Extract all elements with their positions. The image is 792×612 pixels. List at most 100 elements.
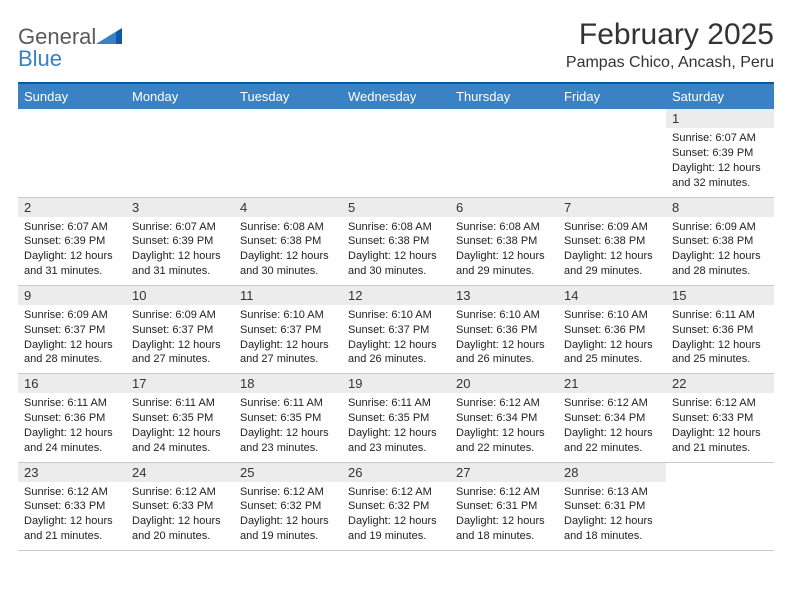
daylight-text: Daylight: 12 hours and 26 minutes. xyxy=(348,338,444,368)
day-content: Sunrise: 6:12 AMSunset: 6:34 PMDaylight:… xyxy=(558,393,666,461)
daylight-text: Daylight: 12 hours and 23 minutes. xyxy=(240,426,336,456)
calendar-cell: 24Sunrise: 6:12 AMSunset: 6:33 PMDayligh… xyxy=(126,462,234,550)
sunrise-text: Sunrise: 6:07 AM xyxy=(132,220,228,235)
weekday-header-row: Sunday Monday Tuesday Wednesday Thursday… xyxy=(18,84,774,109)
calendar-cell: 27Sunrise: 6:12 AMSunset: 6:31 PMDayligh… xyxy=(450,462,558,550)
daylight-text: Daylight: 12 hours and 25 minutes. xyxy=(672,338,768,368)
sunset-text: Sunset: 6:31 PM xyxy=(564,499,660,514)
day-number: 19 xyxy=(342,374,450,393)
calendar-cell xyxy=(234,109,342,197)
calendar-cell: 23Sunrise: 6:12 AMSunset: 6:33 PMDayligh… xyxy=(18,462,126,550)
calendar-week: 9Sunrise: 6:09 AMSunset: 6:37 PMDaylight… xyxy=(18,285,774,373)
sunset-text: Sunset: 6:32 PM xyxy=(240,499,336,514)
day-number: 25 xyxy=(234,463,342,482)
calendar-body: 1Sunrise: 6:07 AMSunset: 6:39 PMDaylight… xyxy=(18,109,774,551)
calendar-cell: 11Sunrise: 6:10 AMSunset: 6:37 PMDayligh… xyxy=(234,285,342,373)
sunset-text: Sunset: 6:38 PM xyxy=(456,234,552,249)
calendar-cell xyxy=(666,462,774,550)
calendar-week: 23Sunrise: 6:12 AMSunset: 6:33 PMDayligh… xyxy=(18,462,774,550)
calendar-week: 16Sunrise: 6:11 AMSunset: 6:36 PMDayligh… xyxy=(18,374,774,462)
daylight-text: Daylight: 12 hours and 32 minutes. xyxy=(672,161,768,191)
sunrise-text: Sunrise: 6:12 AM xyxy=(672,396,768,411)
day-number: 27 xyxy=(450,463,558,482)
calendar-cell: 18Sunrise: 6:11 AMSunset: 6:35 PMDayligh… xyxy=(234,374,342,462)
sunrise-text: Sunrise: 6:11 AM xyxy=(240,396,336,411)
daylight-text: Daylight: 12 hours and 19 minutes. xyxy=(240,514,336,544)
day-number: 1 xyxy=(666,109,774,128)
day-number: 14 xyxy=(558,286,666,305)
sunset-text: Sunset: 6:35 PM xyxy=(240,411,336,426)
day-content: Sunrise: 6:08 AMSunset: 6:38 PMDaylight:… xyxy=(450,217,558,285)
day-content: Sunrise: 6:12 AMSunset: 6:33 PMDaylight:… xyxy=(18,482,126,550)
sunset-text: Sunset: 6:31 PM xyxy=(456,499,552,514)
day-content: Sunrise: 6:09 AMSunset: 6:37 PMDaylight:… xyxy=(126,305,234,373)
sunrise-text: Sunrise: 6:11 AM xyxy=(348,396,444,411)
day-content: Sunrise: 6:08 AMSunset: 6:38 PMDaylight:… xyxy=(234,217,342,285)
calendar-cell: 20Sunrise: 6:12 AMSunset: 6:34 PMDayligh… xyxy=(450,374,558,462)
logo: General Blue xyxy=(18,26,122,70)
sunset-text: Sunset: 6:35 PM xyxy=(348,411,444,426)
day-content: Sunrise: 6:11 AMSunset: 6:35 PMDaylight:… xyxy=(234,393,342,461)
sunset-text: Sunset: 6:36 PM xyxy=(564,323,660,338)
sunrise-text: Sunrise: 6:12 AM xyxy=(456,396,552,411)
sunrise-text: Sunrise: 6:09 AM xyxy=(672,220,768,235)
logo-word2: Blue xyxy=(18,46,62,71)
day-number: 3 xyxy=(126,198,234,217)
day-number: 8 xyxy=(666,198,774,217)
calendar-week: 1 Sunrise: 6:07 AMSunset: 6:39 PMDaylight… xyxy=(18,109,774,197)
daylight-text: Daylight: 12 hours and 28 minutes. xyxy=(672,249,768,279)
sunset-text: Sunset: 6:33 PM xyxy=(132,499,228,514)
daylight-text: Daylight: 12 hours and 25 minutes. xyxy=(564,338,660,368)
calendar-cell: 8Sunrise: 6:09 AMSunset: 6:38 PMDaylight… xyxy=(666,197,774,285)
sunset-text: Sunset: 6:39 PM xyxy=(672,146,768,161)
day-number: 26 xyxy=(342,463,450,482)
daylight-text: Daylight: 12 hours and 18 minutes. xyxy=(456,514,552,544)
calendar-cell: 6Sunrise: 6:08 AMSunset: 6:38 PMDaylight… xyxy=(450,197,558,285)
calendar-cell: 21Sunrise: 6:12 AMSunset: 6:34 PMDayligh… xyxy=(558,374,666,462)
day-number: 28 xyxy=(558,463,666,482)
daylight-text: Daylight: 12 hours and 31 minutes. xyxy=(132,249,228,279)
calendar-cell: 2Sunrise: 6:07 AMSunset: 6:39 PMDaylight… xyxy=(18,197,126,285)
daylight-text: Daylight: 12 hours and 21 minutes. xyxy=(672,426,768,456)
day-content: Sunrise: 6:07 AMSunset: 6:39 PMDaylight:… xyxy=(126,217,234,285)
sunrise-text: Sunrise: 6:13 AM xyxy=(564,485,660,500)
day-content: Sunrise: 6:10 AMSunset: 6:37 PMDaylight:… xyxy=(342,305,450,373)
calendar-cell: 7Sunrise: 6:09 AMSunset: 6:38 PMDaylight… xyxy=(558,197,666,285)
sunrise-text: Sunrise: 6:11 AM xyxy=(132,396,228,411)
daylight-text: Daylight: 12 hours and 30 minutes. xyxy=(240,249,336,279)
sunset-text: Sunset: 6:37 PM xyxy=(348,323,444,338)
daylight-text: Daylight: 12 hours and 24 minutes. xyxy=(24,426,120,456)
day-number: 13 xyxy=(450,286,558,305)
day-content: Sunrise: 6:08 AMSunset: 6:38 PMDaylight:… xyxy=(342,217,450,285)
sunrise-text: Sunrise: 6:10 AM xyxy=(348,308,444,323)
sunset-text: Sunset: 6:39 PM xyxy=(24,234,120,249)
day-content: Sunrise: 6:12 AMSunset: 6:34 PMDaylight:… xyxy=(450,393,558,461)
sunrise-text: Sunrise: 6:10 AM xyxy=(564,308,660,323)
day-content: Sunrise: 6:10 AMSunset: 6:36 PMDaylight:… xyxy=(558,305,666,373)
day-number: 9 xyxy=(18,286,126,305)
sunset-text: Sunset: 6:37 PM xyxy=(132,323,228,338)
calendar-cell: 4Sunrise: 6:08 AMSunset: 6:38 PMDaylight… xyxy=(234,197,342,285)
daylight-text: Daylight: 12 hours and 22 minutes. xyxy=(564,426,660,456)
sunrise-text: Sunrise: 6:08 AM xyxy=(240,220,336,235)
sunset-text: Sunset: 6:37 PM xyxy=(24,323,120,338)
day-number: 17 xyxy=(126,374,234,393)
calendar-cell: 1 Sunrise: 6:07 AMSunset: 6:39 PMDaylight… xyxy=(666,109,774,197)
day-number: 21 xyxy=(558,374,666,393)
month-title: February 2025 xyxy=(566,18,774,52)
calendar-cell: 16Sunrise: 6:11 AMSunset: 6:36 PMDayligh… xyxy=(18,374,126,462)
weekday-wednesday: Wednesday xyxy=(342,84,450,109)
sunrise-text: Sunrise: 6:07 AM xyxy=(672,131,768,146)
day-number: 16 xyxy=(18,374,126,393)
daylight-text: Daylight: 12 hours and 23 minutes. xyxy=(348,426,444,456)
sunset-text: Sunset: 6:39 PM xyxy=(132,234,228,249)
calendar-cell: 26Sunrise: 6:12 AMSunset: 6:32 PMDayligh… xyxy=(342,462,450,550)
sunrise-text: Sunrise: 6:12 AM xyxy=(348,485,444,500)
sunrise-text: Sunrise: 6:09 AM xyxy=(24,308,120,323)
calendar-cell: 19 Sunrise: 6:11 AMSunset: 6:35 PMDayligh… xyxy=(342,374,450,462)
day-number: 15 xyxy=(666,286,774,305)
logo-sail-icon xyxy=(96,26,122,44)
calendar-table: Sunday Monday Tuesday Wednesday Thursday… xyxy=(18,84,774,551)
sunset-text: Sunset: 6:32 PM xyxy=(348,499,444,514)
sunrise-text: Sunrise: 6:12 AM xyxy=(132,485,228,500)
